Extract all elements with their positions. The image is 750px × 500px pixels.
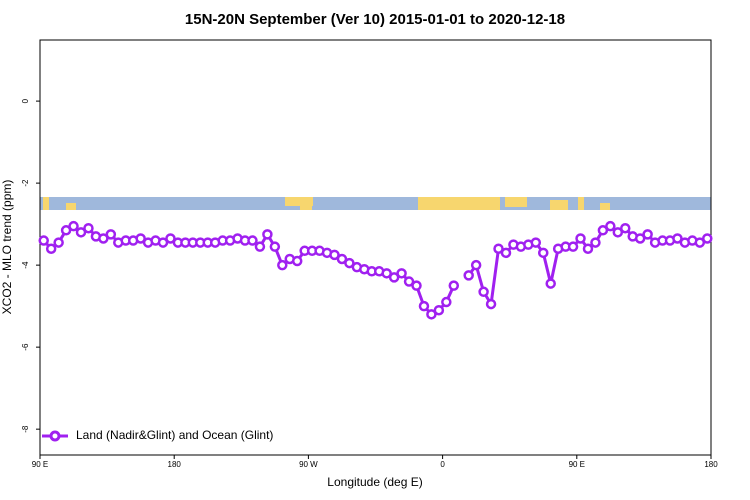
data-point — [165, 233, 176, 244]
x-tick-label: 90 W — [299, 460, 318, 469]
data-point — [269, 241, 281, 252]
legend: Land (Nadir&Glint) and Ocean (Glint) — [42, 428, 273, 442]
data-point — [448, 280, 460, 291]
data-point — [277, 259, 288, 271]
data-point — [381, 268, 392, 279]
y-tick-label: -8 — [21, 425, 30, 433]
data-point — [344, 257, 355, 269]
y-tick-label: -2 — [21, 179, 30, 187]
data-point — [336, 253, 348, 265]
data-point — [157, 237, 169, 248]
data-point — [620, 222, 631, 234]
data-point — [254, 241, 266, 252]
data-point — [441, 296, 452, 308]
data-point — [702, 233, 713, 244]
map-strip — [40, 197, 711, 210]
data-point — [634, 233, 646, 244]
data-point — [98, 233, 109, 244]
data-point — [60, 225, 72, 236]
data-point — [105, 229, 117, 240]
data-point — [411, 280, 422, 291]
data-point — [605, 220, 616, 232]
data-point — [68, 220, 79, 232]
x-tick-label: 90 E — [569, 460, 585, 469]
data-point — [388, 272, 400, 283]
x-tick-label: 90 E — [32, 460, 48, 469]
data-point — [463, 270, 474, 281]
data-point — [545, 278, 556, 289]
data-point — [75, 227, 87, 238]
data-point — [403, 276, 415, 287]
y-axis-label: XCO2 - MLO trend (ppm) — [0, 180, 14, 315]
x-tick-label: 180 — [704, 460, 718, 469]
data-point — [418, 300, 430, 312]
data-point — [433, 304, 445, 316]
x-tick-label: 0 — [440, 460, 445, 469]
y-tick-label: -6 — [21, 343, 30, 351]
data-point — [597, 225, 609, 236]
data-point — [38, 235, 49, 246]
data-point — [582, 243, 594, 254]
data-point — [470, 259, 482, 271]
chart-title: 15N-20N September (Ver 10) 2015-01-01 to… — [185, 11, 565, 28]
data-point — [590, 237, 601, 248]
data-point — [530, 237, 542, 248]
plot-frame — [39, 39, 712, 456]
data-point — [135, 233, 146, 244]
data-point — [53, 237, 64, 248]
data-point — [262, 229, 273, 240]
y-tick-label: 0 — [21, 98, 30, 103]
x-tick-label: 180 — [168, 460, 182, 469]
data-point — [575, 233, 586, 244]
data-point — [45, 243, 57, 254]
data-point — [493, 243, 504, 254]
data-point — [672, 233, 683, 244]
data-point — [247, 235, 258, 246]
data-point — [478, 286, 489, 298]
data-point — [83, 222, 94, 234]
data-point — [396, 268, 407, 279]
data-point — [291, 255, 303, 267]
data-point — [694, 237, 706, 248]
data-point — [567, 241, 579, 252]
y-tick-label: -4 — [21, 261, 30, 269]
data-point — [329, 249, 340, 261]
x-axis-label: Longitude (deg E) — [327, 475, 422, 489]
legend-label: Land (Nadir&Glint) and Ocean (Glint) — [76, 428, 273, 442]
data-point — [500, 247, 512, 259]
data-point — [426, 309, 437, 320]
legend-marker — [49, 430, 61, 442]
data-point — [538, 247, 549, 259]
data-point — [485, 298, 497, 310]
data-point — [642, 229, 653, 240]
data-point — [612, 227, 624, 238]
